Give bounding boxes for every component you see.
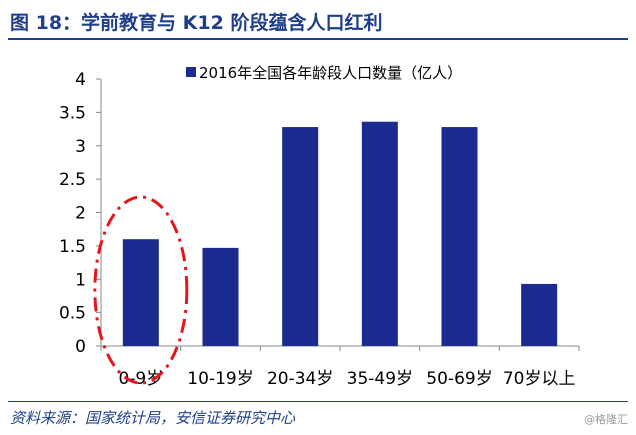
y-tick-label: 3.5 [59, 103, 86, 123]
y-tick-label: 0 [75, 337, 86, 357]
title-bar: 图 18：学前教育与 K12 阶段蕴含人口红利 [8, 4, 628, 40]
x-tick-label: 0-9岁 [118, 369, 163, 389]
y-tick-label: 4 [75, 70, 86, 90]
x-tick-label: 10-19岁 [187, 369, 253, 389]
y-tick-label: 2.5 [59, 170, 86, 190]
x-tick-label: 20-34岁 [267, 369, 333, 389]
bar-3 [282, 127, 319, 346]
x-tick-label: 35-49岁 [347, 369, 413, 389]
bar-5 [441, 127, 478, 346]
legend-label: 2016年全国各年龄段人口数量（亿人） [199, 64, 462, 82]
bar-2 [202, 247, 239, 346]
y-tick-label: 2 [75, 204, 86, 224]
page-title: 图 18：学前教育与 K12 阶段蕴含人口红利 [10, 12, 383, 34]
bar-1 [122, 239, 159, 346]
x-tick-label: 70岁以上 [503, 369, 576, 389]
x-tick-label: 50-69岁 [426, 369, 492, 389]
y-tick-label: 1 [75, 270, 86, 290]
source-divider [8, 401, 628, 402]
bar-6 [521, 283, 558, 346]
bar-4 [361, 121, 398, 346]
y-tick-label: 1.5 [59, 237, 86, 257]
highlight-ellipse [93, 195, 189, 385]
legend-swatch [186, 67, 196, 77]
y-tick-label: 0.5 [59, 304, 86, 324]
source-note: 资料来源：国家统计局，安信证券研究中心 [10, 409, 296, 427]
y-tick-label: 3 [75, 137, 86, 157]
title-divider [8, 38, 628, 40]
watermark: @格隆汇 [584, 413, 628, 426]
